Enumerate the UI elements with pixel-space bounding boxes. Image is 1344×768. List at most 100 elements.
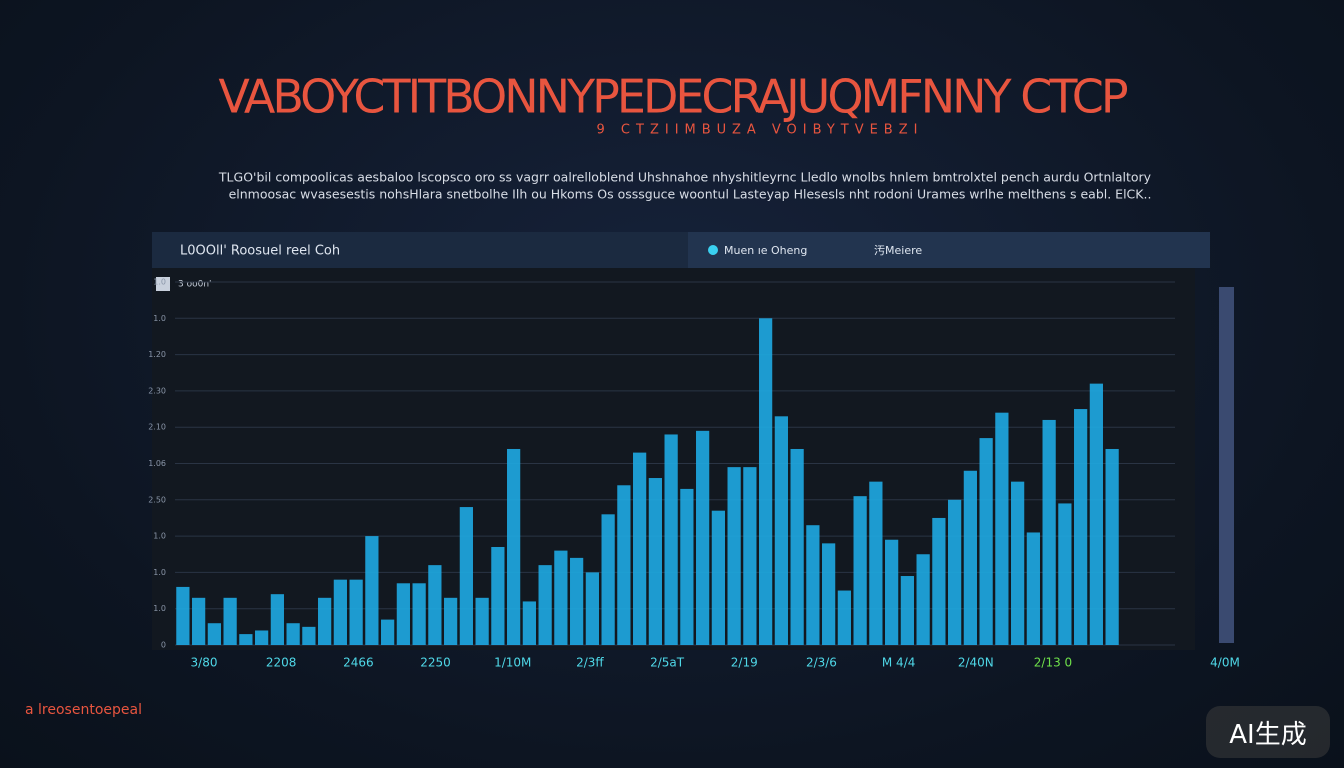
bar [192, 597, 206, 645]
subtitle: 9 CTZIIMBUZA VOIBYTVEBZI [597, 123, 924, 138]
description: TLGO'bil compoolicas aesbaloo lscopsco o… [218, 170, 1152, 185]
bar [270, 594, 284, 645]
y-tick-label: 2.30 [148, 386, 166, 395]
bar [995, 412, 1009, 645]
bar [837, 590, 851, 645]
bar [743, 467, 757, 645]
bar [916, 554, 930, 645]
bar [507, 448, 521, 645]
y-tick-label: 0 [161, 641, 166, 650]
bar [680, 488, 694, 645]
x-axis-label: 3/80 [191, 656, 218, 670]
bar [1105, 448, 1119, 645]
bar [585, 572, 599, 645]
bar [1089, 383, 1103, 645]
bar [207, 623, 221, 645]
bar [648, 478, 662, 645]
watermark: AI生成 [1206, 706, 1330, 758]
title: VABOYCTITBONNYPEDECRAJUQMFNNY CTCP [218, 70, 1128, 124]
bar [900, 576, 914, 645]
scrollbar[interactable] [1219, 287, 1234, 643]
bar [239, 634, 253, 645]
bar [381, 619, 395, 645]
bar [554, 550, 568, 645]
tab-icon [708, 245, 718, 255]
y-tick-label: 1.0 [153, 532, 166, 541]
x-axis-label: M 4/4 [882, 656, 915, 670]
bar [1074, 409, 1088, 645]
bar [365, 536, 379, 645]
x-axis-label: 2466 [343, 656, 374, 670]
y-tick-label: 2.10 [148, 423, 166, 432]
y-tick-label: 1.0 [153, 568, 166, 577]
bar [255, 630, 269, 645]
y-tick-label: 2.50 [148, 495, 166, 504]
x-axis-label: 2/5aT [650, 656, 685, 670]
bar [318, 597, 332, 645]
bar [538, 565, 552, 645]
bar [491, 546, 505, 645]
bar [822, 543, 836, 645]
x-axis-label: 4/0M [1210, 656, 1240, 670]
bar [727, 467, 741, 645]
bar [1026, 532, 1040, 645]
x-axis-label: 2250 [420, 656, 451, 670]
bar [302, 626, 316, 645]
y-tick-label: 1.0 [153, 278, 166, 287]
bar [428, 565, 442, 645]
bar [885, 539, 899, 645]
bar [475, 597, 489, 645]
bar [617, 485, 631, 645]
tab[interactable]: 汚Meiere [874, 244, 922, 257]
bar [1011, 481, 1025, 645]
bar [522, 601, 536, 645]
bar [176, 586, 190, 645]
description: elnmoosac wvasesestis nohsHlara snetbolh… [229, 187, 1152, 202]
y-tick-label: 1.20 [148, 350, 166, 359]
bar [412, 583, 426, 645]
y-tick-label: 1.0 [153, 314, 166, 323]
icon [156, 277, 170, 291]
bar [711, 510, 725, 645]
tab-bar [688, 232, 1210, 268]
bar [853, 496, 867, 645]
x-axis-label: 1/10M [494, 656, 531, 670]
bar [1058, 503, 1072, 645]
brand: a lreosentoepeal [25, 702, 142, 718]
bar [790, 448, 804, 645]
y-tick-label: 1.0 [153, 604, 166, 613]
panel-label: L0OOll' Roosuel reel Coh [180, 244, 340, 259]
x-axis-label: 2/19 [731, 656, 758, 670]
bar [696, 430, 710, 645]
bar [570, 557, 584, 645]
bar [333, 579, 347, 645]
x-axis-label: 2/3/6 [806, 656, 837, 670]
bar [759, 318, 773, 645]
bar [979, 438, 993, 645]
bar [286, 623, 300, 645]
y-tick-label: 1.06 [148, 459, 166, 468]
corner-label: 3 oo0n' [178, 280, 212, 290]
x-axis-label: 2208 [266, 656, 297, 670]
bar [1042, 419, 1056, 645]
tab[interactable]: Muen ıe Oheng [724, 244, 807, 257]
bar [223, 597, 237, 645]
bar [444, 597, 458, 645]
x-axis-label: 2/3ff [576, 656, 604, 670]
bar [948, 499, 962, 645]
bar [806, 525, 820, 645]
bar [601, 514, 615, 645]
bar [869, 481, 883, 645]
bar [774, 416, 788, 645]
x-axis-label: 2/13 0 [1034, 656, 1072, 670]
bar [963, 470, 977, 645]
bar [349, 579, 363, 645]
bar [633, 452, 647, 645]
bar [932, 517, 946, 645]
bar [664, 434, 678, 645]
bar [396, 583, 410, 645]
x-axis-label: 2/40N [958, 656, 994, 670]
bar [459, 507, 473, 645]
